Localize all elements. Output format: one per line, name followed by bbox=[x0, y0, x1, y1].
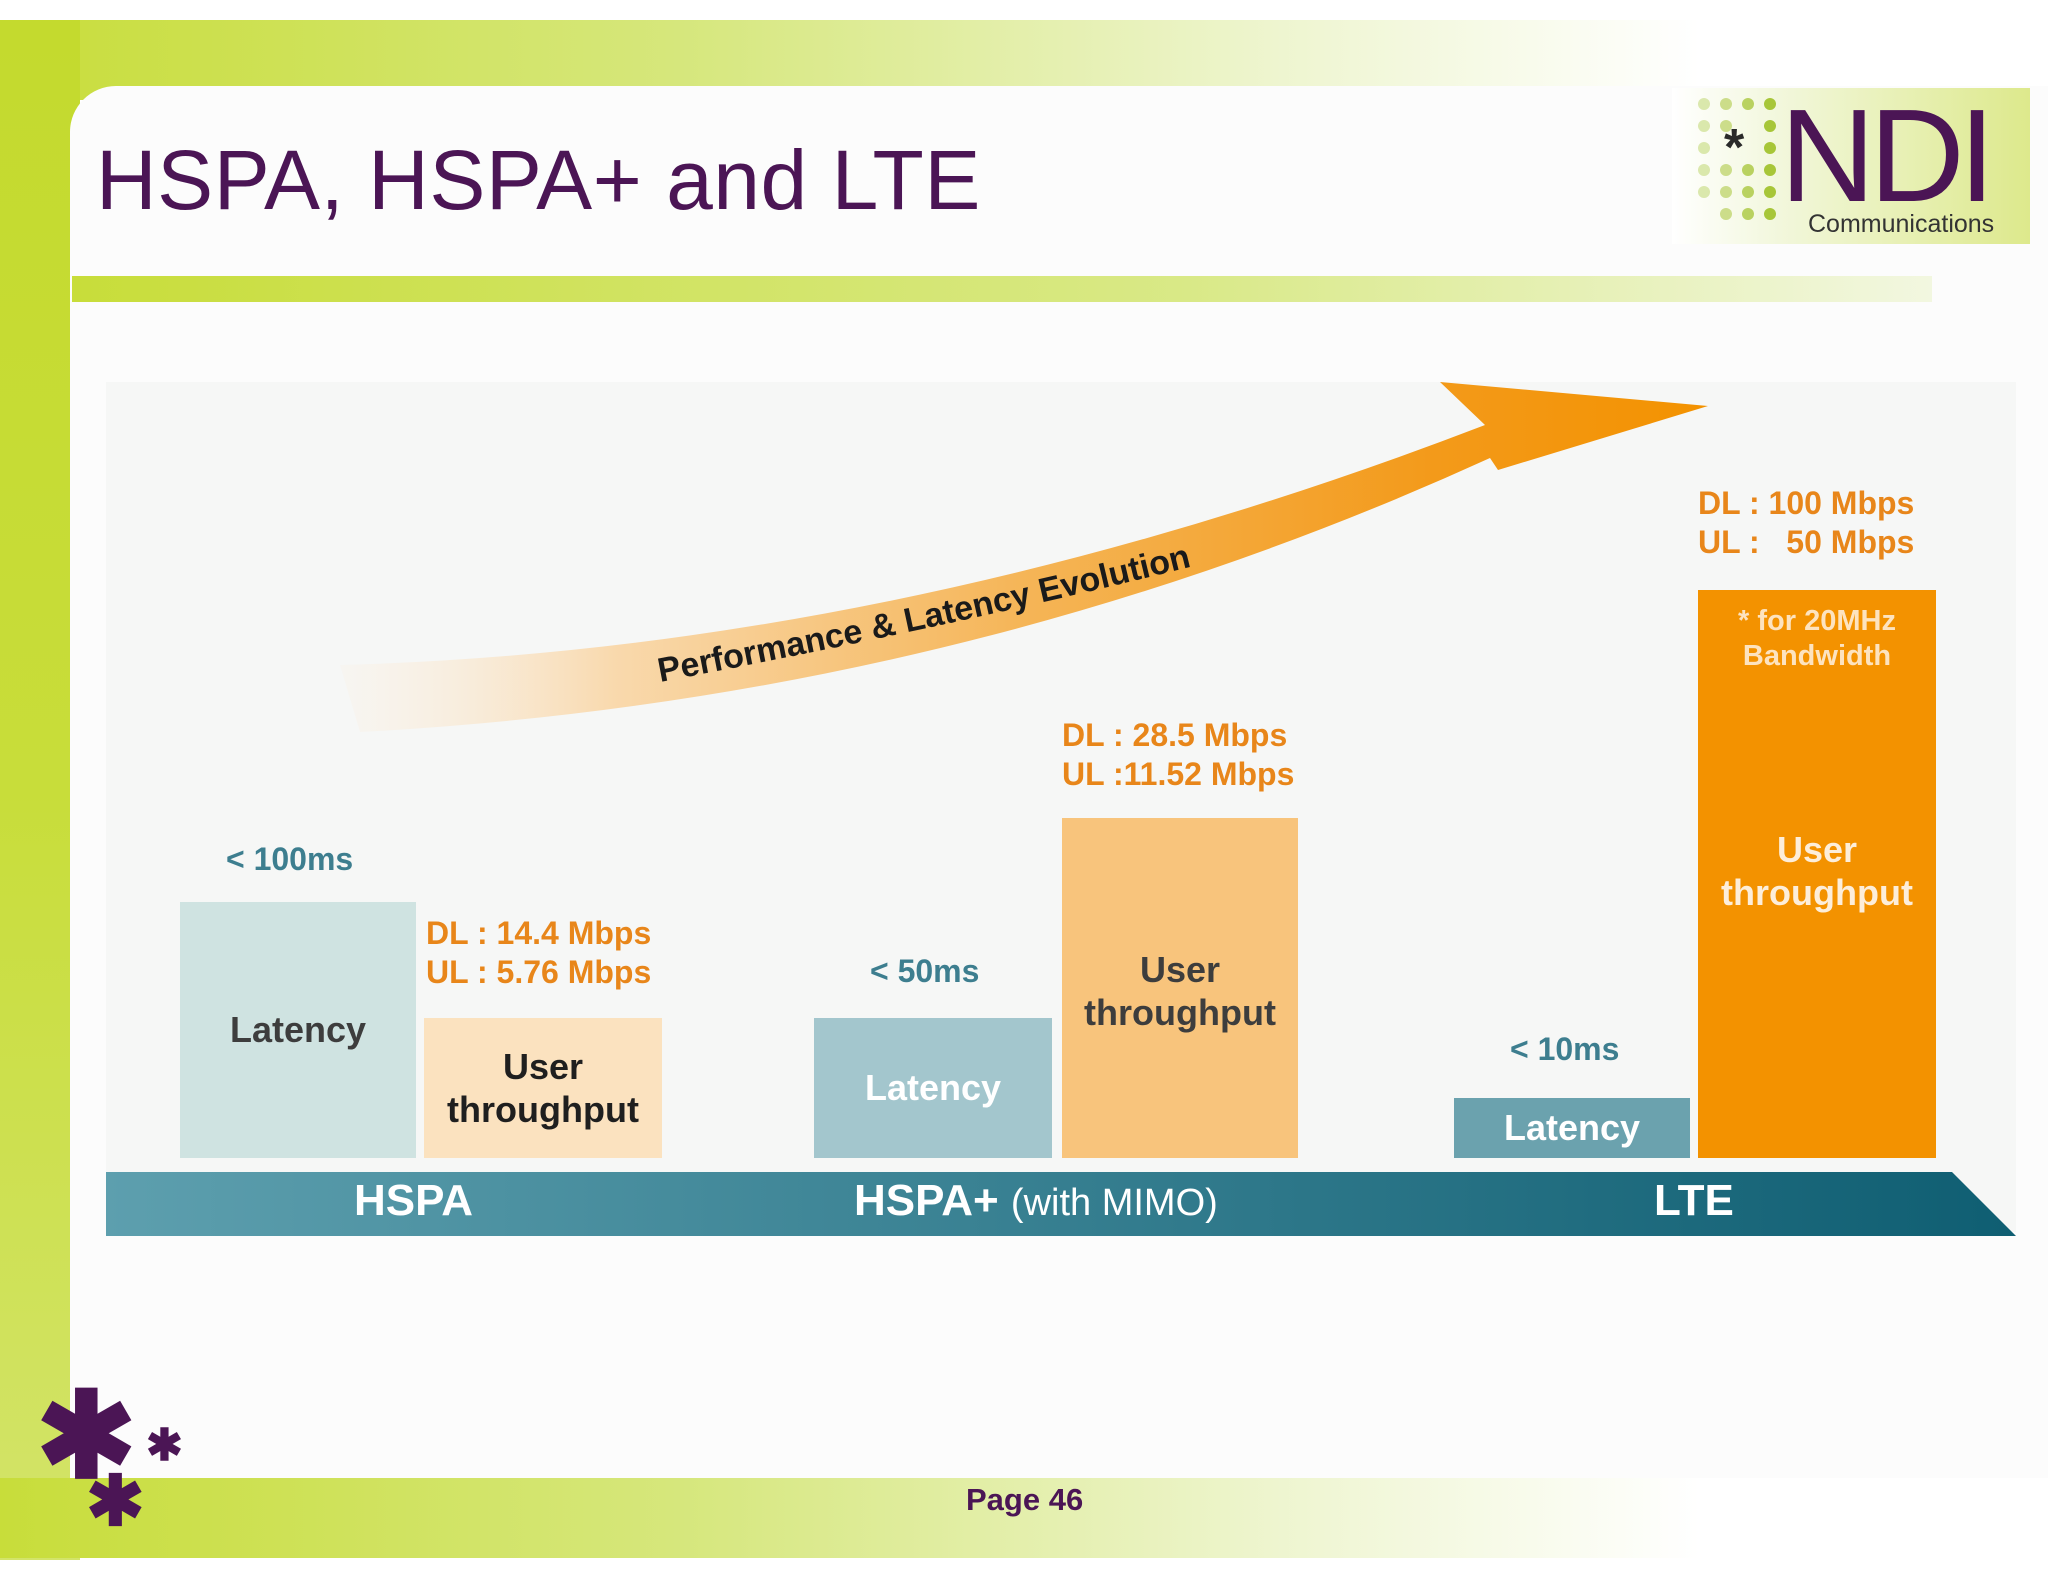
hspa-throughput-label-line1: User bbox=[502, 1045, 584, 1087]
lte-throughput-label-line2: throughput bbox=[1721, 872, 1913, 914]
evolution-arrow-label: Performance & Latency Evolution bbox=[654, 537, 1193, 689]
logo-wordmark: NDI bbox=[1780, 82, 1995, 229]
lte-throughput-label-line1: User bbox=[1776, 829, 1858, 870]
lte-bandwidth-note-line2: Bandwidth bbox=[1742, 640, 1892, 673]
logo-dot-pattern bbox=[1698, 98, 1808, 238]
slide-title: HSPA, HSPA+ and LTE bbox=[96, 133, 981, 227]
hspa-plus-throughput-label-line2: throughput bbox=[1084, 992, 1276, 1034]
hspa-plus-name: HSPA+ bbox=[854, 1176, 999, 1225]
hspa-plus-latency-label: Latency bbox=[864, 1067, 1002, 1109]
logo-subtitle: Communications bbox=[1808, 210, 1995, 238]
lte-dl-rate: DL : 100 Mbps bbox=[1698, 485, 1915, 521]
lte-latency-bar: Latency bbox=[1454, 1098, 1690, 1158]
hspa-throughput-value: DL : 14.4 Mbps UL : 5.76 Mbps bbox=[426, 914, 651, 992]
page-number: Page 46 bbox=[966, 1482, 1084, 1517]
lte-latency-value: < 10ms bbox=[1510, 1031, 1620, 1067]
hspa-plus-throughput-label-line1: User bbox=[1139, 949, 1221, 990]
hspa-latency-value: < 100ms bbox=[226, 841, 354, 877]
decorative-asterisk-medium-icon: ✱ bbox=[86, 1462, 145, 1540]
hspa-throughput-label-line2: throughput bbox=[447, 1089, 639, 1130]
hspa-plus-throughput-bar: User throughput bbox=[1062, 818, 1298, 1158]
logo-asterisk-icon: * bbox=[1724, 119, 1745, 177]
title-underline bbox=[72, 276, 1932, 302]
bottom-green-band bbox=[0, 1478, 1700, 1558]
lte-bandwidth-note-line1: * for 20MHz bbox=[1738, 605, 1896, 637]
ndi-logo: * NDI Communications bbox=[1672, 88, 2030, 244]
hspa-plus-throughput-value: DL : 28.5 Mbps UL :11.52 Mbps bbox=[1062, 716, 1294, 794]
hspa-latency-label: Latency bbox=[229, 1009, 367, 1051]
decorative-asterisk-large-icon: ✱ bbox=[36, 1369, 137, 1503]
hspa-plus-latency-value: < 50ms bbox=[870, 953, 980, 989]
lte-bandwidth-note: * for 20MHz Bandwidth bbox=[1718, 604, 1916, 675]
hspa-latency-bar: Latency bbox=[180, 902, 416, 1158]
hspa-plus-latency-bar: Latency bbox=[814, 1018, 1052, 1158]
hspa-throughput-bar: User throughput bbox=[424, 1018, 662, 1158]
lte-latency-label: Latency bbox=[1503, 1107, 1641, 1149]
hspa-label: HSPA bbox=[354, 1176, 473, 1225]
left-green-band bbox=[0, 20, 80, 1560]
lte-label: LTE bbox=[1654, 1176, 1734, 1225]
lte-ul-rate: UL : 50 Mbps bbox=[1698, 524, 1915, 561]
hspa-ul-rate: UL : 5.76 Mbps bbox=[426, 954, 652, 991]
decorative-asterisk-small-icon: ✱ bbox=[146, 1421, 183, 1470]
hspa-plus-ul-rate: UL :11.52 Mbps bbox=[1062, 756, 1295, 793]
hspa-plus-label: HSPA+ (with MIMO) bbox=[854, 1176, 1218, 1226]
hspa-plus-dl-rate: DL : 28.5 Mbps bbox=[1062, 717, 1288, 753]
lte-throughput-bar: User throughput bbox=[1698, 590, 1936, 1158]
lte-throughput-value: DL : 100 Mbps UL : 50 Mbps bbox=[1698, 484, 1914, 562]
technology-timeline-bar bbox=[106, 1172, 2016, 1236]
hspa-dl-rate: DL : 14.4 Mbps bbox=[426, 915, 652, 951]
hspa-plus-suffix: (with MIMO) bbox=[1010, 1182, 1218, 1224]
evolution-arrow-shape bbox=[340, 382, 1708, 732]
